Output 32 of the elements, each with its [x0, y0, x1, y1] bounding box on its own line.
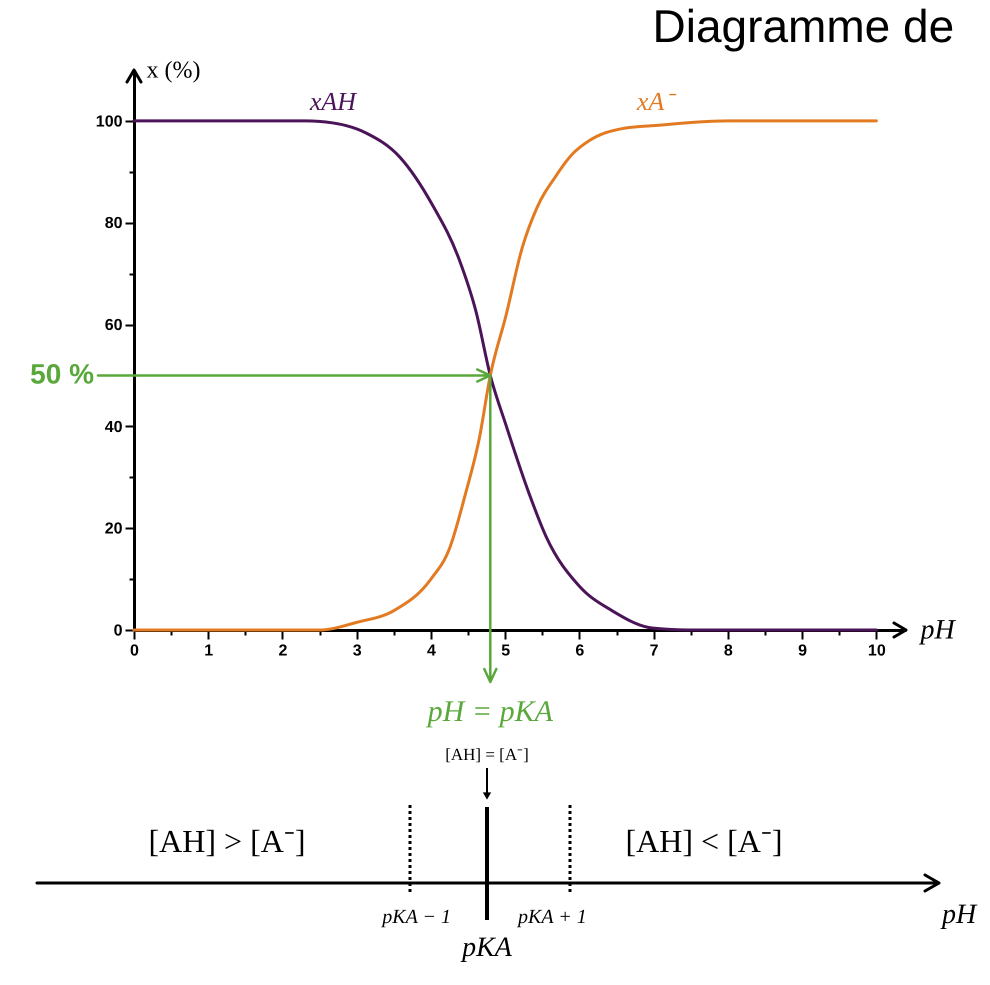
x-tick-label: 0	[130, 642, 140, 660]
y-tick-label: 60	[104, 317, 123, 334]
x-tick-label: 8	[724, 642, 733, 660]
series-label: xAH	[308, 86, 358, 116]
x-tick-label: 2	[278, 642, 288, 660]
line-series	[132, 119, 878, 632]
text: pKA − 1	[380, 906, 451, 928]
series-label: xA⁻	[636, 86, 676, 116]
x-tick-label: 9	[798, 642, 808, 660]
x-tick-label: 4	[426, 642, 436, 660]
x-tick-label: 7	[650, 642, 659, 660]
x-tick-label: 10	[868, 642, 886, 660]
y-tick-label: 0	[114, 622, 123, 640]
text: [AH] = [A⁻]	[445, 745, 529, 764]
y-tick-label: 80	[104, 215, 123, 232]
y-tick-label: 100	[96, 113, 123, 130]
text: pH	[940, 899, 978, 930]
y-tick-label: 40	[104, 418, 123, 436]
x-tick-label: 6	[575, 642, 584, 660]
text: pKA	[460, 932, 513, 963]
ref-line-label: pH = pKA	[426, 695, 554, 728]
y-tick-label: 20	[104, 520, 123, 538]
text: [AH] > [A⁻]	[148, 823, 306, 859]
chart-title: Diagramme de	[652, 0, 954, 52]
x-axis-title: pH	[918, 614, 956, 646]
y-axis-title: x (%)	[146, 58, 200, 84]
text: [AH] < [A⁻]	[626, 823, 782, 859]
x-tick-label: 5	[501, 642, 510, 660]
x-tick-label: 1	[204, 642, 214, 660]
ref-line-label: 50 %	[30, 358, 94, 390]
text: pKA + 1	[516, 906, 587, 928]
x-tick-label: 3	[352, 642, 362, 660]
